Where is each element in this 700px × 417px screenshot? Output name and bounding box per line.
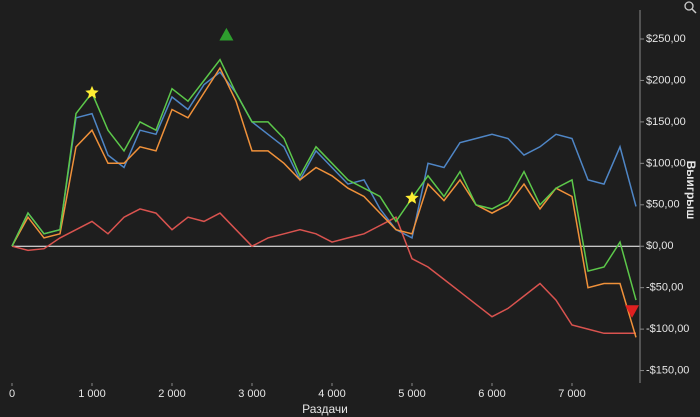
x-tick-label: 3 000 bbox=[238, 388, 266, 400]
x-axis-title: Раздачи bbox=[302, 402, 348, 416]
y-tick-label: -$150,00 bbox=[646, 364, 689, 376]
y-tick-label: -$100,00 bbox=[646, 323, 689, 335]
y-tick-label: $0,00 bbox=[646, 240, 674, 252]
marker bbox=[405, 191, 419, 204]
y-tick-label: $150,00 bbox=[646, 116, 686, 128]
x-tick-label: 7 000 bbox=[558, 388, 586, 400]
zoom-icon[interactable] bbox=[684, 1, 697, 14]
series-line bbox=[11, 66, 637, 338]
x-tick-label: 1 000 bbox=[78, 388, 106, 400]
y-axis-title: Выигрыш bbox=[684, 161, 698, 220]
x-tick-label: 2 000 bbox=[158, 388, 186, 400]
y-tick-label: $200,00 bbox=[646, 74, 686, 86]
marker bbox=[625, 305, 639, 318]
series-line bbox=[11, 71, 637, 247]
series-line bbox=[11, 208, 636, 335]
y-tick-label: -$50,00 bbox=[646, 282, 683, 294]
x-tick-label: 6 000 bbox=[478, 388, 506, 400]
y-tick-label: $50,00 bbox=[646, 199, 680, 211]
x-tick-label: 5 000 bbox=[398, 388, 426, 400]
y-tick-label: $250,00 bbox=[646, 33, 686, 45]
x-tick-label: 0 bbox=[9, 388, 15, 400]
marker bbox=[85, 85, 99, 99]
series-line bbox=[11, 58, 637, 301]
marker bbox=[219, 27, 234, 41]
x-tick-label: 4 000 bbox=[318, 388, 346, 400]
y-tick-label: $100,00 bbox=[646, 157, 686, 169]
